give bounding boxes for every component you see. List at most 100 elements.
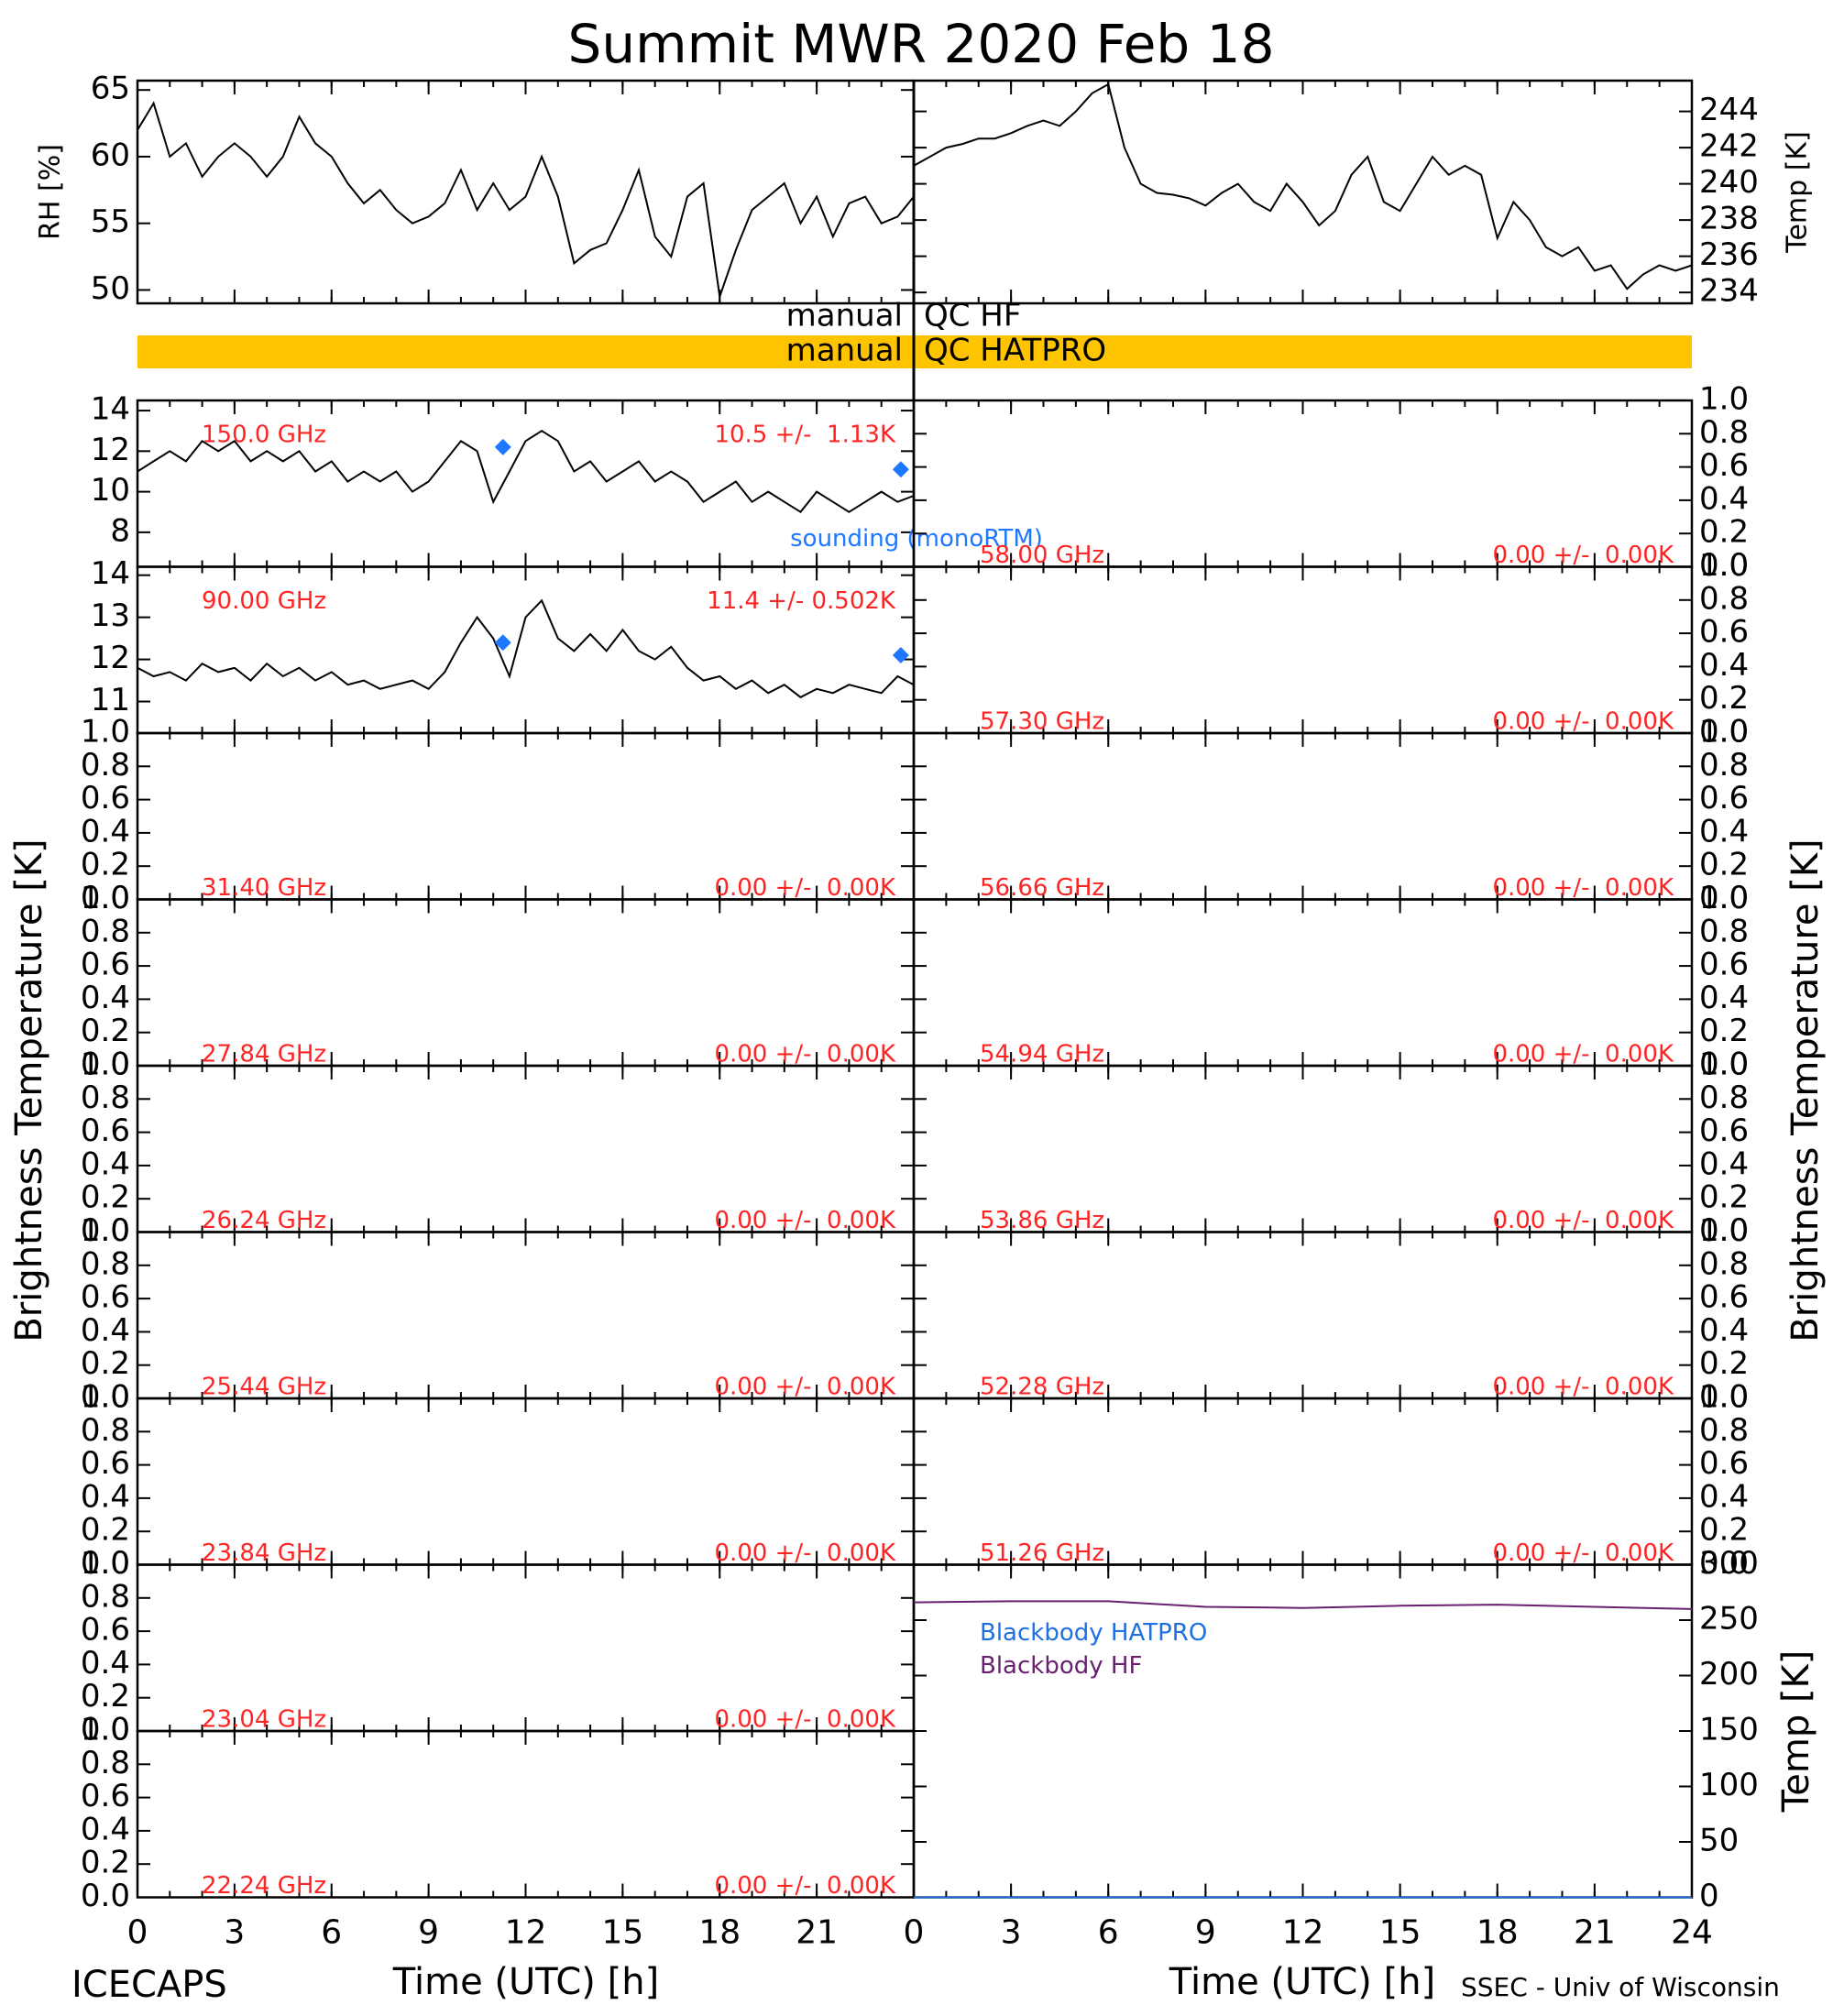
y-tick-label: 0.6 [1699,947,1749,983]
y-tick-label: 0.0 [81,1545,130,1582]
x-tick-label: 0 [904,1914,925,1952]
y-tick-label: 0.0 [81,1212,130,1249]
y-tick-label: 1.0 [1699,1379,1749,1416]
y-tick-label: 0.6 [1699,614,1749,651]
x-tick-label: 9 [1195,1914,1216,1952]
y-tick-label: 0.4 [1699,647,1749,684]
x-tick-label: 21 [1574,1914,1616,1952]
y-tick-label: 0.8 [81,1412,130,1449]
y-tick-label: 0.4 [1699,480,1749,517]
stats-label: 0.00 +/- 0.00K [714,1374,896,1401]
y-tick-label: 0.8 [81,1079,130,1116]
y-tick-label: 0.0 [81,1712,130,1748]
y-tick-label: 1.0 [81,1212,130,1249]
channel-label: 23.84 GHz [202,1539,326,1567]
y-tick-label: 0.2 [1699,1345,1749,1382]
y-axis-label: Temp [K] [1782,131,1814,254]
y-tick-label: 0.2 [81,1845,130,1881]
channel-label: 22.24 GHz [202,1872,326,1900]
series-label: sounding (monoRTM) [790,525,1043,553]
y-tick-label: 244 [1699,92,1759,128]
channel-label: 54.94 GHz [980,1041,1104,1068]
stats-label: 0.00 +/- 0.00K [714,874,896,902]
series-line [913,82,1693,290]
channel-label: 31.40 GHz [202,874,326,902]
series-line [913,1600,1693,1610]
y-tick-label: 14 [91,555,130,592]
y-tick-label: 0.2 [1699,1013,1749,1049]
y-tick-label: 0.8 [81,747,130,783]
y-tick-label: 0.6 [81,947,130,983]
y-tick-label: 0.8 [1699,1412,1749,1449]
y-tick-label: 0.4 [81,1811,130,1847]
y-tick-label: 234 [1699,273,1759,310]
x-tick-label: 6 [321,1914,342,1952]
y-tick-label: 0.0 [1699,547,1749,584]
channel-label: 51.26 GHz [980,1539,1104,1567]
y-tick-label: 0.4 [1699,1145,1749,1182]
y-tick-label: 0.6 [1699,780,1749,816]
y-tick-label: 0.6 [81,1778,130,1814]
y-tick-label: 1.0 [81,714,130,751]
legend-label: Blackbody HATPRO [980,1619,1207,1647]
x-tick-label: 24 [1671,1914,1713,1952]
y-tick-label: 0.4 [1699,1478,1749,1515]
x-tick-label: 15 [1379,1914,1421,1952]
y-tick-label: 14 [91,391,130,428]
y-tick-label: 238 [1699,201,1759,237]
y-tick-label: 0.0 [1699,714,1749,751]
y-tick-label: 0.8 [1699,747,1749,783]
stats-label: 0.00 +/- 0.00K [1492,542,1674,569]
stats-label: 0.00 +/- 0.00K [714,1706,896,1734]
y-tick-label: 0.0 [81,880,130,916]
y-tick-label: 1.0 [1699,381,1749,418]
stats-label: 0.00 +/- 0.00K [714,1539,896,1567]
stats-label: 0.00 +/- 0.00K [1492,1539,1674,1567]
y-tick-label: 0.6 [1699,1279,1749,1316]
y-tick-label: 240 [1699,164,1759,201]
chart-title: Summit MWR 2020 Feb 18 [568,13,1275,75]
stats-label: 10.5 +/- 1.13K [714,422,896,449]
x-tick-label: 6 [1098,1914,1119,1952]
y-tick-label: 300 [1699,1545,1759,1582]
x-tick-label: 12 [505,1914,547,1952]
y-tick-label: 0.4 [81,1645,130,1682]
y-tick-label: 8 [110,512,130,549]
y-tick-label: 50 [91,270,130,307]
y-tick-label: 0.2 [81,1678,130,1715]
y-tick-label: 1.0 [1699,880,1749,916]
channel-label: 53.86 GHz [980,1207,1104,1234]
stats-label: 0.00 +/- 0.00K [714,1041,896,1068]
series-line [137,430,915,514]
y-tick-label: 0.0 [81,1379,130,1416]
y-tick-label: 0.8 [81,1578,130,1615]
y-tick-label: 150 [1699,1712,1759,1748]
x-axis-label: Time (UTC) [h] [1169,1961,1435,2003]
y-tick-label: 12 [91,432,130,468]
y-tick-label: 0 [1699,1878,1719,1914]
qc-label: manual [786,333,903,369]
channel-label: 56.66 GHz [980,874,1104,902]
y-tick-label: 0.6 [1699,1445,1749,1482]
y-tick-label: 1.0 [81,880,130,916]
y-tick-label: 0.8 [1699,1245,1749,1282]
y-tick-label: 0.6 [81,780,130,816]
y-tick-label: 0.4 [81,1145,130,1182]
y-tick-label: 0.6 [81,1445,130,1482]
y-tick-label: 0.6 [81,1279,130,1316]
stats-label: 0.00 +/- 0.00K [1492,874,1674,902]
y-axis-label: RH [%] [35,144,67,240]
y-tick-label: 0.8 [1699,1079,1749,1116]
y-tick-label: 0.2 [81,1345,130,1382]
y-tick-label: 0.8 [1699,580,1749,617]
y-axis-label: Temp [K] [1775,1650,1817,1813]
y-tick-label: 0.0 [1699,1379,1749,1416]
x-axis-label: Time (UTC) [h] [392,1961,659,2003]
y-tick-label: 0.8 [81,913,130,949]
y-tick-label: 12 [91,640,130,676]
y-tick-label: 0.2 [81,847,130,883]
y-tick-label: 236 [1699,236,1759,273]
channel-label: 57.30 GHz [980,708,1104,736]
sounding-marker [892,461,909,478]
